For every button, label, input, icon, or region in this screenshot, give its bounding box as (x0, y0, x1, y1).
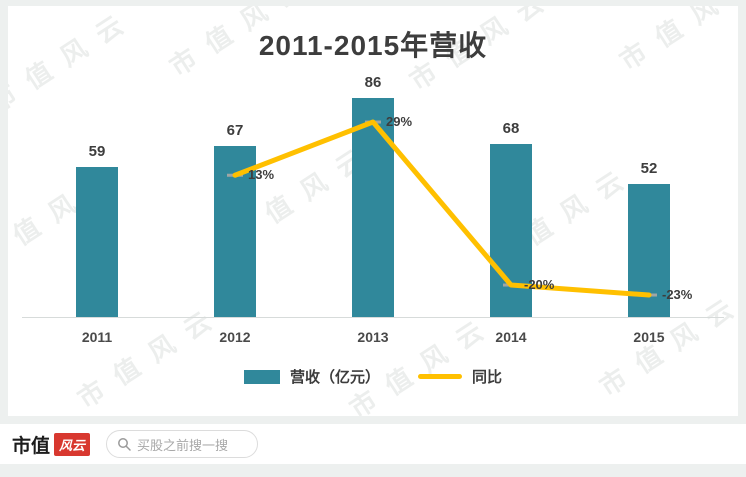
legend-line-swatch (418, 374, 462, 379)
x-axis-label: 2014 (495, 329, 527, 345)
legend-bar-swatch (243, 369, 280, 384)
revenue-bar (352, 97, 394, 317)
plot-area: 59 2011 67 2012 86 2013 68 2014 52 2015 13% 29% -20%… (8, 68, 738, 358)
x-axis-label: 2012 (219, 329, 251, 345)
bar-value-label: 86 (364, 73, 382, 91)
line-point-label: -20% (524, 277, 555, 293)
bar-value-label: 52 (640, 160, 658, 178)
bar-value-label: 67 (226, 122, 244, 140)
chart-legend: 营收（亿元） 同比 (8, 366, 738, 387)
search-icon (118, 438, 131, 451)
search-placeholder-text: 买股之前搜一搜 (137, 437, 229, 453)
x-axis-label: 2015 (633, 329, 665, 345)
bar-value-label: 68 (502, 119, 520, 137)
legend-bar-label: 营收（亿元） (289, 369, 380, 386)
x-axis-label: 2011 (81, 329, 113, 345)
revenue-bar (76, 166, 118, 317)
chart-card: 市值风云 市值风云 市值风云 市值风云 市值风云 市值风云 市值风云 市值风云 … (8, 6, 738, 416)
brand-logo-text: 市值 (12, 435, 51, 457)
line-point-label: 29% (386, 114, 413, 130)
footer-bar: 市值 风云 买股之前搜一搜 (0, 424, 746, 464)
search-input[interactable]: 买股之前搜一搜 (106, 430, 259, 458)
yoy-line-layer (227, 119, 657, 298)
x-axis-line (22, 317, 724, 318)
line-point-label: 13% (248, 167, 275, 183)
brand-logo-badge: 风云 (54, 432, 91, 456)
x-axis-label: 2013 (357, 329, 389, 345)
line-point-label: -23% (662, 287, 693, 303)
chart-title: 2011-2015年营收 (258, 30, 488, 61)
legend-line-label: 同比 (472, 369, 503, 386)
yoy-line (232, 119, 652, 298)
bar-value-label: 59 (88, 142, 106, 160)
